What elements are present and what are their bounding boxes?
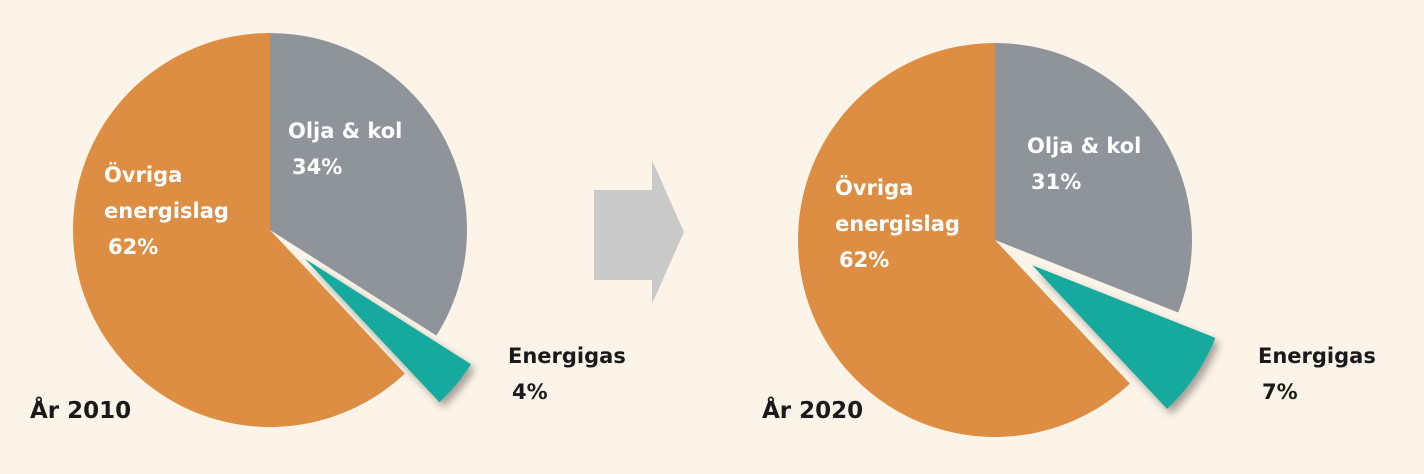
pie-slice [995,43,1192,313]
slice-label: Övriga energislag [104,163,229,223]
arrow [594,160,684,304]
pie-slice [270,33,467,336]
chart-title: År 2020 [762,398,864,424]
slice-label: Övriga energislag [835,176,960,236]
pie-slice [304,258,472,403]
slice-value: 62% [839,248,890,272]
slice-label: Olja & kol [288,119,403,143]
slice-label: Olja & kol [1027,134,1142,158]
slice-value: 7% [1262,380,1298,404]
pie-slice [1032,265,1216,409]
pie-slice [797,43,1130,437]
chart-title: År 2010 [30,398,132,424]
slice-value: 62% [108,235,159,259]
pie-slice [72,33,405,427]
slice-value: 4% [512,380,548,404]
slice-value: 31% [1031,170,1082,194]
slice-label: Energigas [508,344,626,368]
slice-label: Energigas [1258,344,1376,368]
slice-value: 34% [292,155,343,179]
